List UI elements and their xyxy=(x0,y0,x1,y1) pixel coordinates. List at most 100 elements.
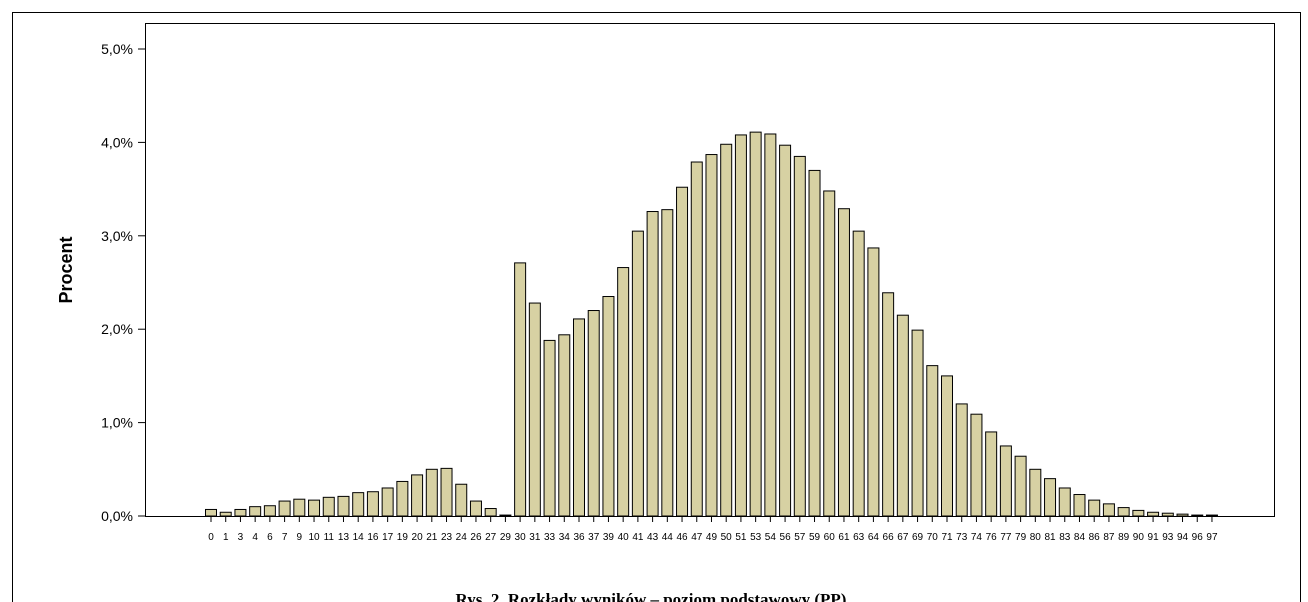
x-tick-label: 74 xyxy=(971,532,983,543)
x-tick-label: 94 xyxy=(1177,532,1189,543)
x-tick-label: 53 xyxy=(750,532,762,543)
bar xyxy=(970,413,983,517)
bar xyxy=(617,267,630,517)
bar xyxy=(823,190,836,517)
x-tick-label: 6 xyxy=(267,532,273,543)
x-tick-label: 46 xyxy=(676,532,688,543)
x-tick-label: 47 xyxy=(691,532,703,543)
bar xyxy=(396,480,409,517)
x-tick-label: 16 xyxy=(367,532,379,543)
x-tick-label: 87 xyxy=(1103,532,1115,543)
x-tick-label: 54 xyxy=(765,532,777,543)
bar xyxy=(808,169,821,517)
x-tick-label: 60 xyxy=(824,532,836,543)
bar xyxy=(1073,494,1086,517)
x-tick-label: 30 xyxy=(515,532,527,543)
bar xyxy=(926,365,939,517)
bar xyxy=(1058,487,1071,517)
bar xyxy=(646,211,659,517)
bar xyxy=(499,514,512,517)
bar xyxy=(985,431,998,517)
bar xyxy=(1205,514,1218,517)
x-tick-label: 21 xyxy=(426,532,438,543)
bar xyxy=(573,318,585,517)
bar xyxy=(999,445,1012,517)
x-tick-label: 24 xyxy=(456,532,468,543)
x-tick-label: 81 xyxy=(1044,532,1056,543)
x-tick-label: 44 xyxy=(662,532,674,543)
x-tick-label: 27 xyxy=(485,532,497,543)
x-tick-label: 0 xyxy=(208,532,214,543)
x-tick-label: 49 xyxy=(706,532,718,543)
bar xyxy=(469,500,482,517)
bar xyxy=(263,505,276,517)
x-tick-label: 61 xyxy=(838,532,850,543)
bar xyxy=(293,498,306,517)
x-tick-label: 31 xyxy=(529,532,541,543)
x-tick-label: 9 xyxy=(297,532,303,543)
x-tick-label: 36 xyxy=(573,532,585,543)
x-tick-label: 39 xyxy=(603,532,615,543)
bar xyxy=(955,403,968,517)
x-tick-label: 86 xyxy=(1089,532,1101,543)
y-axis-title: Procent xyxy=(56,236,76,303)
bar xyxy=(720,143,733,517)
bar xyxy=(455,483,468,517)
bars-group xyxy=(205,131,1218,517)
x-tick-label: 83 xyxy=(1059,532,1071,543)
bar xyxy=(1191,514,1204,517)
x-tick-label: 17 xyxy=(382,532,394,543)
bar xyxy=(484,508,497,517)
x-tick-label: 33 xyxy=(544,532,556,543)
bar xyxy=(205,508,217,517)
y-axis: 0,0% 1,0% 2,0% 3,0% 4,0% 5,0% xyxy=(101,41,145,524)
x-tick-label: 91 xyxy=(1148,532,1160,543)
y-tick-label: 2,0% xyxy=(101,321,133,337)
y-tick-label: 1,0% xyxy=(101,415,133,431)
bar xyxy=(1044,478,1057,517)
bar xyxy=(1132,509,1145,517)
x-tick-label: 71 xyxy=(941,532,953,543)
x-tick-label: 70 xyxy=(927,532,939,543)
bar xyxy=(1176,513,1189,517)
bar xyxy=(1102,503,1115,517)
x-tick-label: 50 xyxy=(721,532,733,543)
bar xyxy=(308,499,321,517)
x-tick-label: 97 xyxy=(1206,532,1218,543)
x-tick-label: 51 xyxy=(735,532,747,543)
x-tick-label: 67 xyxy=(897,532,909,543)
x-tick-label: 1 xyxy=(223,532,229,543)
bar xyxy=(764,133,777,517)
bar xyxy=(249,506,262,517)
bar xyxy=(337,495,350,517)
x-tick-label: 4 xyxy=(252,532,258,543)
bar xyxy=(514,262,527,517)
bar xyxy=(631,230,644,517)
bar xyxy=(749,131,762,517)
bar xyxy=(1088,499,1101,517)
x-tick-label: 89 xyxy=(1118,532,1130,543)
x-tick-label: 37 xyxy=(588,532,600,543)
bar xyxy=(425,468,438,517)
y-tick-label: 0,0% xyxy=(101,508,133,524)
x-tick-label: 90 xyxy=(1133,532,1145,543)
bar xyxy=(322,496,335,517)
x-tick-label: 34 xyxy=(559,532,571,543)
y-tick-label: 4,0% xyxy=(101,134,133,150)
x-tick-label: 56 xyxy=(780,532,792,543)
x-tick-label: 66 xyxy=(883,532,895,543)
bar xyxy=(1147,511,1160,517)
bar xyxy=(852,230,865,517)
x-tick-label: 57 xyxy=(794,532,806,543)
x-tick-label: 19 xyxy=(397,532,409,543)
bar xyxy=(528,302,541,517)
x-tick-label: 41 xyxy=(632,532,644,543)
x-tick-label: 93 xyxy=(1162,532,1174,543)
x-tick-label: 11 xyxy=(324,532,335,543)
bar xyxy=(366,491,379,517)
bar xyxy=(1029,468,1042,517)
bar xyxy=(278,500,291,517)
x-tick-label: 80 xyxy=(1030,532,1042,543)
bar xyxy=(381,487,394,517)
